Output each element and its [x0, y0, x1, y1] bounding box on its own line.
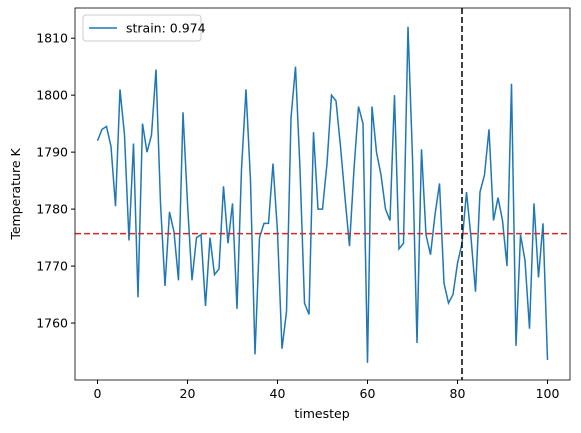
plot-frame [74, 7, 571, 381]
x-tick-label: 0 [94, 386, 102, 401]
legend-label: strain: 0.974 [126, 21, 206, 36]
x-tick-label: 20 [180, 386, 196, 401]
y-tick-label: 1760 [36, 316, 68, 331]
x-tick-label: 60 [360, 386, 376, 401]
x-tick-label: 80 [450, 386, 466, 401]
y-tick-label: 1770 [36, 259, 68, 274]
y-tick-label: 1780 [36, 202, 68, 217]
legend-box [82, 14, 202, 42]
x-tick-label: 100 [536, 386, 560, 401]
y-tick-label: 1810 [36, 31, 68, 46]
x-tick-label: 40 [270, 386, 286, 401]
y-axis-label: Temperature K [8, 148, 23, 241]
x-axis-label: timestep [294, 406, 349, 421]
y-tick-label: 1790 [36, 145, 68, 160]
data-line [96, 26, 549, 363]
y-tick-label: 1800 [36, 88, 68, 103]
